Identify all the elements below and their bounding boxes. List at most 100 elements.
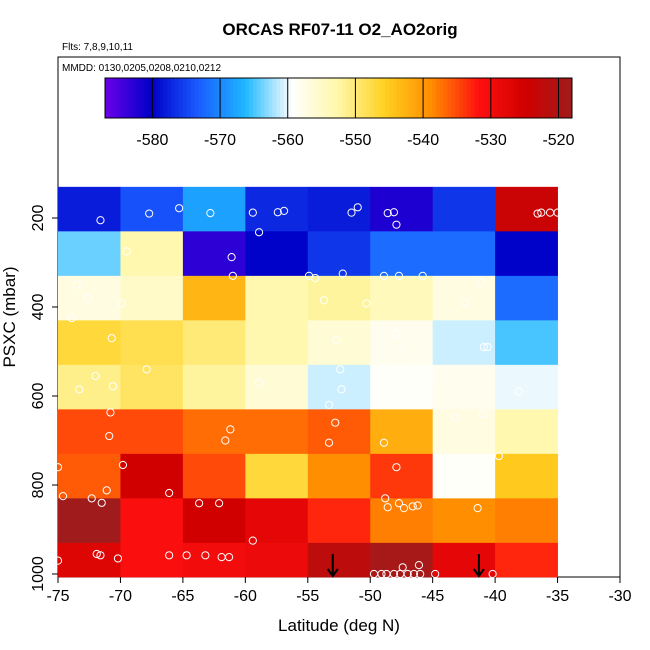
data-point	[248, 208, 257, 217]
colorbar-segment	[171, 78, 176, 118]
data-point	[394, 499, 404, 508]
y-axis-label: PSXC (mbar)	[0, 266, 19, 367]
heatmap-cell	[495, 231, 558, 277]
data-point	[553, 208, 562, 217]
heatmap-cell	[120, 542, 184, 578]
data-point	[461, 298, 470, 307]
colorbar-segment	[299, 78, 304, 118]
heatmap-cell	[307, 453, 371, 499]
data-point	[392, 329, 401, 338]
colorbar-segment	[385, 78, 390, 118]
data-point	[311, 273, 320, 283]
colorbar-segment	[377, 78, 382, 118]
colorbar-segment	[346, 78, 351, 118]
heatmap-cell	[432, 320, 496, 366]
heatmap-cell	[370, 231, 434, 277]
colorbar-segment	[112, 78, 118, 118]
colorbar-tick-label: -570	[204, 132, 236, 149]
data-point	[279, 206, 289, 215]
heatmap-cell	[182, 498, 246, 544]
colorbar-segment	[284, 78, 289, 118]
data-point	[228, 271, 237, 280]
colorbar-ticks: -580 -570 -560 -550 -540 -530 -520	[136, 78, 575, 149]
colorbar-segment	[248, 78, 254, 118]
colorbar-segment	[529, 78, 534, 118]
data-point	[195, 499, 204, 508]
colorbar-segment	[186, 78, 192, 118]
y-axis: 200 400 600 800 1000	[30, 205, 58, 592]
colorbar-segment	[463, 78, 468, 118]
data-point	[273, 208, 282, 217]
heatmap-cell	[182, 542, 246, 578]
heatmap-cell	[120, 231, 184, 277]
data-point	[107, 334, 116, 343]
data-point	[483, 342, 492, 352]
colorbar-segment	[272, 78, 277, 118]
colorbar-segment	[509, 78, 515, 118]
data-point	[473, 504, 482, 513]
heatmap-cell	[495, 275, 558, 321]
colorbar-segment	[478, 78, 483, 118]
heatmap-cell	[307, 186, 371, 232]
data-point	[403, 569, 412, 579]
data-point	[394, 347, 404, 356]
colorbar-segment	[268, 78, 273, 118]
colorbar-tick-label: -520	[542, 132, 574, 149]
data-point	[414, 561, 424, 570]
data-point	[319, 296, 329, 305]
colorbar-segment	[143, 78, 149, 118]
data-point	[67, 314, 76, 323]
heatmap-cell	[58, 409, 121, 455]
y-tick-label: 800	[30, 472, 47, 499]
colorbar-segment	[319, 78, 324, 118]
colorbar-segment	[396, 78, 402, 118]
colorbar-segment	[280, 78, 285, 118]
colorbar-segment	[342, 78, 347, 118]
data-point	[389, 569, 399, 579]
colorbar-segment	[159, 78, 164, 118]
data-point	[224, 552, 234, 562]
colorbar-segment	[548, 78, 554, 118]
heatmap-cell	[495, 186, 558, 232]
heatmap-cell	[432, 453, 496, 499]
colorbar-segment	[120, 78, 125, 118]
data-point	[142, 365, 151, 374]
colorbar-segment	[533, 78, 538, 118]
colorbar-segment	[365, 78, 371, 118]
colorbar-segment	[194, 78, 199, 118]
colorbar-segment	[354, 78, 359, 118]
colorbar-segment	[505, 78, 511, 118]
colorbar-tick-label: -580	[136, 132, 168, 149]
data-point	[75, 385, 84, 394]
heatmap-cell	[120, 186, 184, 232]
surface-arrows	[326, 554, 485, 578]
colorbar-segment	[513, 78, 519, 118]
heatmap-cell	[245, 409, 309, 455]
flights-annotation: Flts: 7,8,9,10,11	[62, 42, 133, 53]
data-point	[113, 554, 123, 563]
y-tick-label: 1000	[30, 556, 47, 592]
colorbar-segment	[486, 78, 491, 118]
colorbar-segment	[210, 78, 215, 118]
data-point	[379, 438, 389, 447]
y-tick-label: 600	[30, 383, 47, 410]
data-point	[431, 569, 440, 579]
data-point	[87, 494, 96, 503]
colorbar-segment	[155, 78, 160, 118]
data-point	[451, 413, 460, 422]
colorbar-segment	[140, 78, 145, 118]
data-point	[413, 501, 422, 510]
colorbar-tick-label: -530	[475, 132, 507, 149]
colorbar-segment	[264, 78, 269, 118]
heatmap-cell	[432, 542, 496, 578]
colorbar-segment	[213, 78, 219, 118]
data-point	[337, 385, 346, 394]
colorbar-segment	[315, 78, 320, 118]
colorbar-segment	[128, 78, 133, 118]
colorbar-segment	[544, 78, 550, 118]
colorbar-segment	[116, 78, 122, 118]
colorbar-segment	[447, 78, 452, 118]
colorbar-segment	[420, 78, 425, 118]
colorbar-segment	[132, 78, 137, 118]
data-point	[53, 463, 63, 472]
